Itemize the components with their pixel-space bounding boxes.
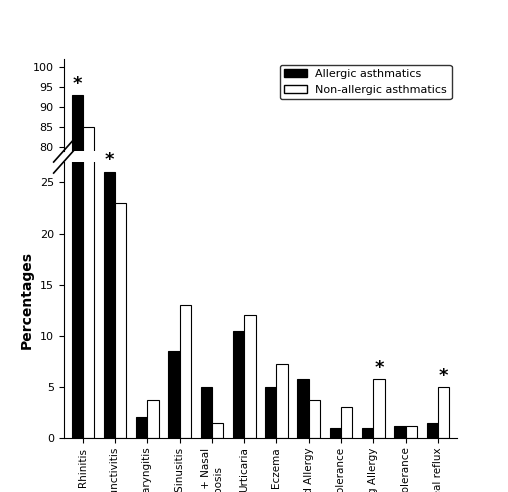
Bar <box>212 423 223 438</box>
Bar <box>168 351 180 438</box>
Bar <box>136 417 147 438</box>
Bar <box>136 459 147 467</box>
Bar <box>104 172 115 438</box>
Bar <box>405 462 417 467</box>
Bar <box>362 463 373 467</box>
Bar <box>147 452 158 467</box>
Bar <box>83 127 94 467</box>
Bar <box>180 305 191 438</box>
Bar <box>265 447 276 467</box>
Bar <box>341 407 353 438</box>
Bar <box>438 387 449 438</box>
Bar <box>330 428 341 438</box>
Bar <box>201 387 212 438</box>
Bar <box>147 400 158 438</box>
Bar <box>180 415 191 467</box>
Bar <box>276 364 288 438</box>
Y-axis label: Percentages: Percentages <box>20 251 34 349</box>
Bar <box>168 433 180 467</box>
Legend: Allergic asthmatics, Non-allergic asthmatics: Allergic asthmatics, Non-allergic asthma… <box>280 64 452 99</box>
Bar <box>233 331 244 438</box>
Bar <box>373 379 385 438</box>
Bar <box>298 379 309 438</box>
Bar <box>330 463 341 467</box>
Bar <box>438 447 449 467</box>
Text: *: * <box>73 75 82 93</box>
Bar <box>265 387 276 438</box>
Bar <box>276 438 288 467</box>
Bar <box>201 447 212 467</box>
Bar <box>405 426 417 438</box>
Bar <box>427 423 438 438</box>
Bar <box>373 444 385 467</box>
Bar <box>244 419 256 467</box>
Bar <box>309 452 320 467</box>
Bar <box>72 95 83 467</box>
Bar <box>394 426 405 438</box>
Bar <box>341 455 353 467</box>
Text: *: * <box>105 151 114 169</box>
Bar <box>244 315 256 438</box>
Bar <box>104 363 115 467</box>
Bar <box>115 375 126 467</box>
Bar <box>233 425 244 467</box>
Bar <box>394 462 405 467</box>
Bar <box>212 461 223 467</box>
Text: *: * <box>439 367 448 385</box>
Bar <box>83 0 94 438</box>
Bar <box>298 444 309 467</box>
Bar <box>115 203 126 438</box>
Bar <box>362 428 373 438</box>
Text: *: * <box>374 359 384 376</box>
Bar <box>309 400 320 438</box>
Bar <box>72 0 83 438</box>
Bar <box>427 461 438 467</box>
